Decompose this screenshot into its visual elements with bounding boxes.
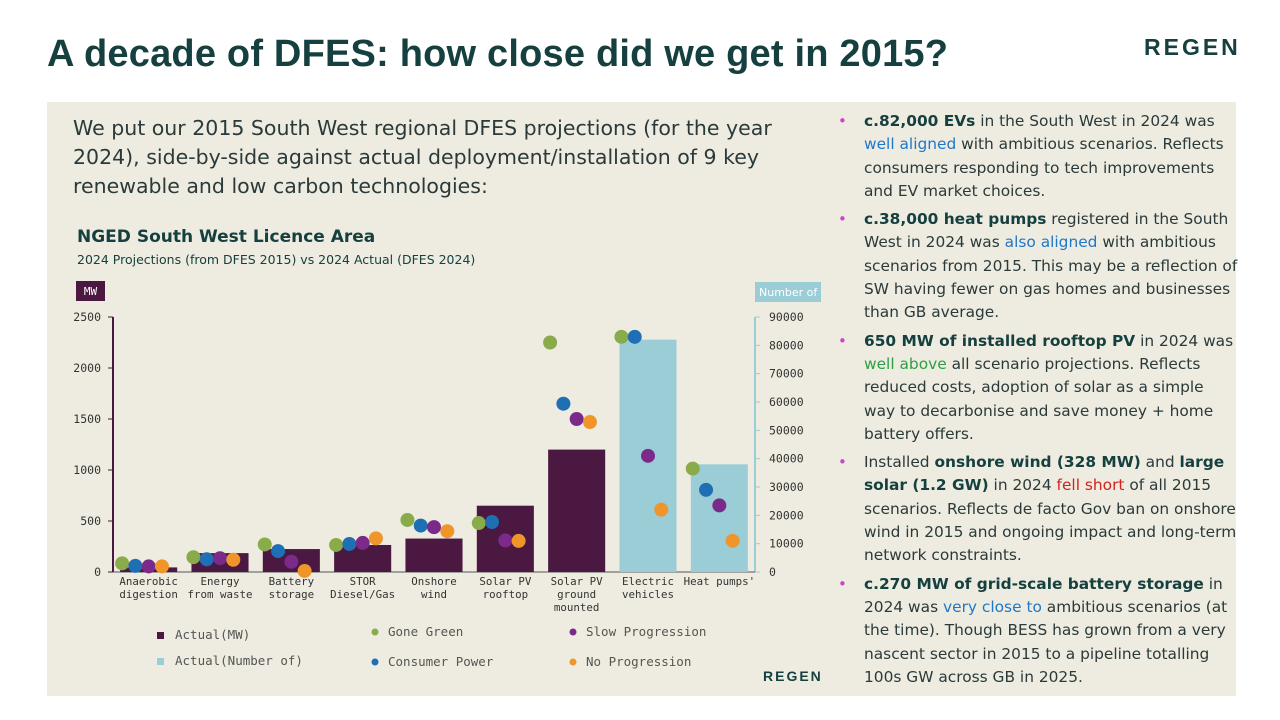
finding-text: ambitious scenarios (at the time). Thoug… [864, 597, 1228, 686]
finding-item: • 650 MW of installed rooftop PV in 2024 … [838, 330, 1238, 446]
finding-text: in 2024 was [864, 574, 1223, 616]
finding-item: • c.82,000 EVs in the South West in 2024 … [838, 110, 1238, 203]
finding-text: and [1140, 453, 1180, 472]
finding-text: in 2024 was [1135, 331, 1234, 350]
intro-text: We put our 2015 South West regional DFES… [73, 116, 772, 198]
finding-text: c.270 MW of grid-scale battery storage [864, 574, 1204, 593]
finding-text: c.82,000 EVs [864, 112, 976, 130]
finding-text: with ambitious scenarios. Reflects consu… [864, 135, 1224, 200]
footer-logo: REGEN [763, 668, 823, 684]
bullet-dot-icon: • [838, 210, 847, 229]
finding-text: 650 MW of installed rooftop PV [864, 331, 1136, 350]
finding-text: registered in the South West in 2024 was [864, 210, 1229, 252]
finding-text: in the South West in 2024 was [975, 112, 1215, 130]
finding-text: in 2024 [988, 476, 1057, 495]
finding-text: Installed [864, 453, 935, 472]
regen-logo: REGEN [1144, 34, 1241, 60]
chart-subtitle: 2024 Projections (from DFES 2015) vs 202… [77, 252, 476, 267]
findings-list: • c.82,000 EVs in the South West in 2024 … [838, 110, 1238, 694]
finding-item: • c.270 MW of grid-scale battery storage … [838, 573, 1238, 689]
bullet-dot-icon: • [838, 112, 847, 130]
finding-text: very close to [943, 597, 1042, 616]
chart-title: NGED South West Licence Area [77, 227, 376, 247]
finding-text: with ambitious scenarios from 2015. This… [864, 233, 1238, 322]
finding-item: • c.38,000 heat pumps registered in the S… [838, 208, 1238, 324]
bullet-dot-icon: • [838, 453, 847, 472]
finding-text: onshore wind (328 MW) [934, 453, 1141, 472]
finding-text: well above [864, 354, 947, 373]
finding-text: fell short [1056, 476, 1125, 495]
finding-text: well aligned [864, 135, 957, 154]
finding-text: also aligned [1004, 233, 1098, 252]
bullet-dot-icon: • [838, 331, 847, 350]
finding-text: c.38,000 heat pumps [864, 210, 1047, 229]
page-title: A decade of DFES: how close did we get i… [47, 33, 949, 75]
bullet-dot-icon: • [838, 574, 847, 593]
finding-text: all scenario projections. Reflects reduc… [864, 354, 1214, 443]
finding-item: • Installed onshore wind (328 MW) and lar… [838, 451, 1238, 567]
finding-text: of all 2015 scenarios. Reflects de facto… [864, 476, 1237, 565]
finding-text: large solar (1.2 GW) [864, 453, 1225, 495]
